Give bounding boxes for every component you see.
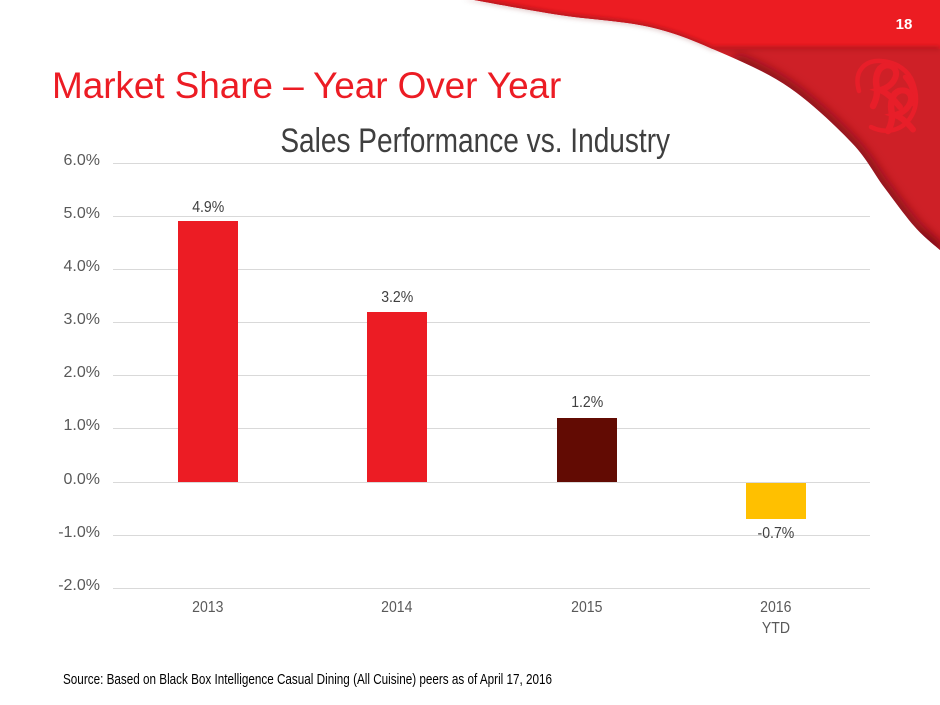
svg-text:18: 18 (896, 16, 913, 33)
